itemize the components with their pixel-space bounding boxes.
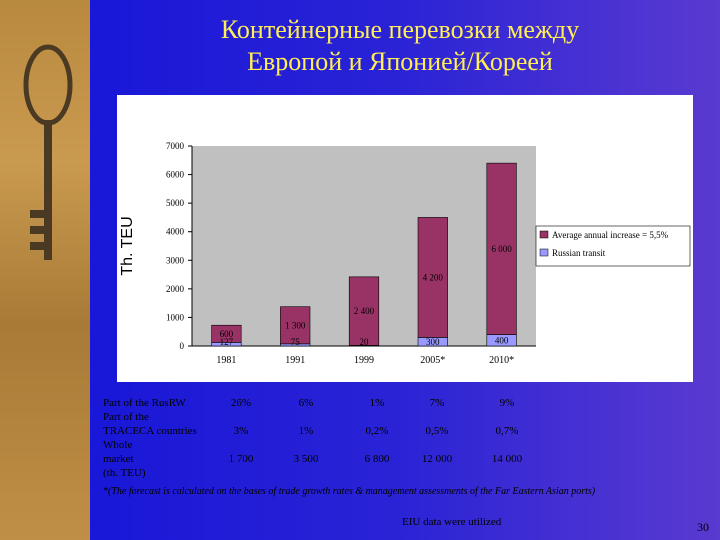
key-icon — [23, 44, 73, 260]
stats-cell: 0,5% — [425, 425, 449, 437]
title-line-2: Европой и Японией/Кореей — [247, 47, 553, 76]
source-note: EIU data were utilized — [402, 516, 502, 528]
stats-cell: 26% — [230, 397, 252, 409]
stats-cell: 3% — [233, 425, 249, 437]
stats-cell: 7% — [429, 397, 445, 409]
stats-row-label: TRACECA countries — [103, 425, 197, 437]
stats-cell: 9% — [499, 397, 515, 409]
slide-title: Контейнерные перевозки между Европой и Я… — [120, 14, 680, 78]
forecast-footnote: *(The forecast is calculated on the base… — [103, 486, 596, 497]
decorative-side-image — [0, 0, 90, 540]
y-axis-label: Th. TEU — [119, 216, 136, 276]
stats-row-label: Part of the — [103, 411, 149, 423]
stats-cell: 14 000 — [491, 453, 523, 465]
stats-row-label: market — [103, 453, 134, 465]
stats-cell: 1% — [369, 397, 385, 409]
stats-cell: 0,2% — [365, 425, 389, 437]
chart-panel — [117, 95, 693, 382]
stats-cell: 0,7% — [495, 425, 519, 437]
stats-cell: 6 800 — [364, 453, 390, 465]
stats-cell: 6% — [298, 397, 314, 409]
stats-row-label: (th. TEU) — [103, 467, 146, 479]
page-number: 30 — [697, 520, 709, 534]
title-line-1: Контейнерные перевозки между — [220, 15, 580, 44]
stats-row-label: Whole — [103, 439, 133, 451]
stats-cell: 1% — [298, 425, 314, 437]
stats-cell: 1 700 — [228, 453, 254, 465]
stats-cell: 3 500 — [293, 453, 319, 465]
stats-row-label: Part of the RusRW — [103, 397, 186, 409]
stats-cell: 12 000 — [421, 453, 453, 465]
